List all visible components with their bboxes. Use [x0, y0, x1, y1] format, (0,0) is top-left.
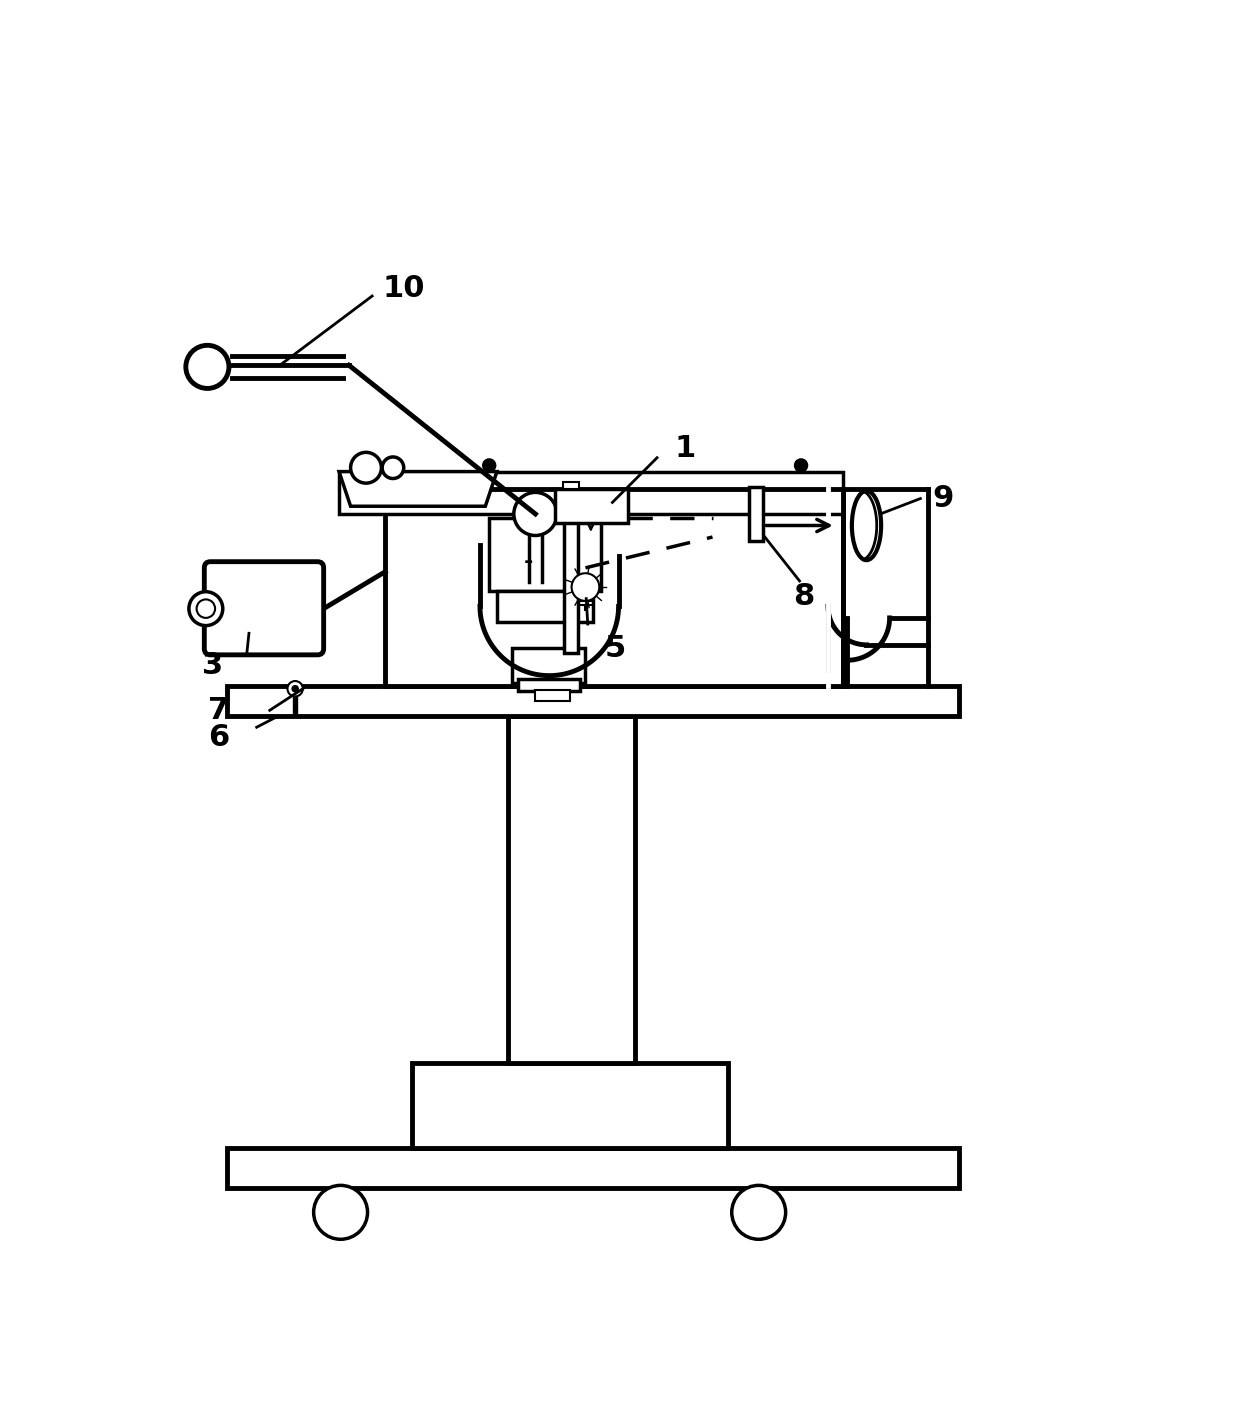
- Bar: [293, 689, 298, 716]
- Circle shape: [293, 686, 299, 692]
- Text: 5: 5: [605, 634, 626, 664]
- Text: -: -: [523, 551, 533, 571]
- Text: 10: 10: [383, 274, 425, 303]
- Bar: [564, 510, 578, 652]
- Circle shape: [197, 600, 215, 618]
- Bar: [557, 490, 585, 514]
- Circle shape: [188, 591, 223, 625]
- Text: 6: 6: [207, 723, 229, 752]
- Text: 1: 1: [675, 433, 696, 463]
- Bar: [554, 489, 627, 523]
- Circle shape: [795, 459, 807, 472]
- FancyBboxPatch shape: [205, 561, 324, 655]
- Polygon shape: [339, 472, 497, 506]
- Circle shape: [351, 452, 382, 483]
- Circle shape: [382, 458, 404, 479]
- Bar: [497, 591, 593, 622]
- Text: 8: 8: [794, 581, 815, 611]
- Circle shape: [288, 681, 303, 696]
- Bar: [518, 679, 580, 691]
- Bar: [339, 472, 843, 514]
- Text: 7: 7: [208, 696, 229, 725]
- Circle shape: [732, 1185, 786, 1239]
- Circle shape: [186, 345, 229, 388]
- Bar: [749, 487, 764, 541]
- Circle shape: [572, 573, 599, 601]
- Text: 9: 9: [932, 485, 954, 513]
- Circle shape: [314, 1185, 367, 1239]
- Bar: [386, 489, 843, 686]
- Bar: [563, 482, 579, 489]
- Bar: [508, 716, 635, 1063]
- Bar: [412, 1063, 728, 1148]
- Circle shape: [513, 493, 557, 536]
- Bar: [490, 517, 601, 591]
- Circle shape: [484, 459, 495, 472]
- Bar: [227, 686, 959, 716]
- Bar: [227, 1148, 959, 1188]
- Ellipse shape: [852, 490, 882, 560]
- Bar: [512, 648, 585, 682]
- Text: 3: 3: [202, 651, 223, 681]
- Bar: [536, 689, 570, 701]
